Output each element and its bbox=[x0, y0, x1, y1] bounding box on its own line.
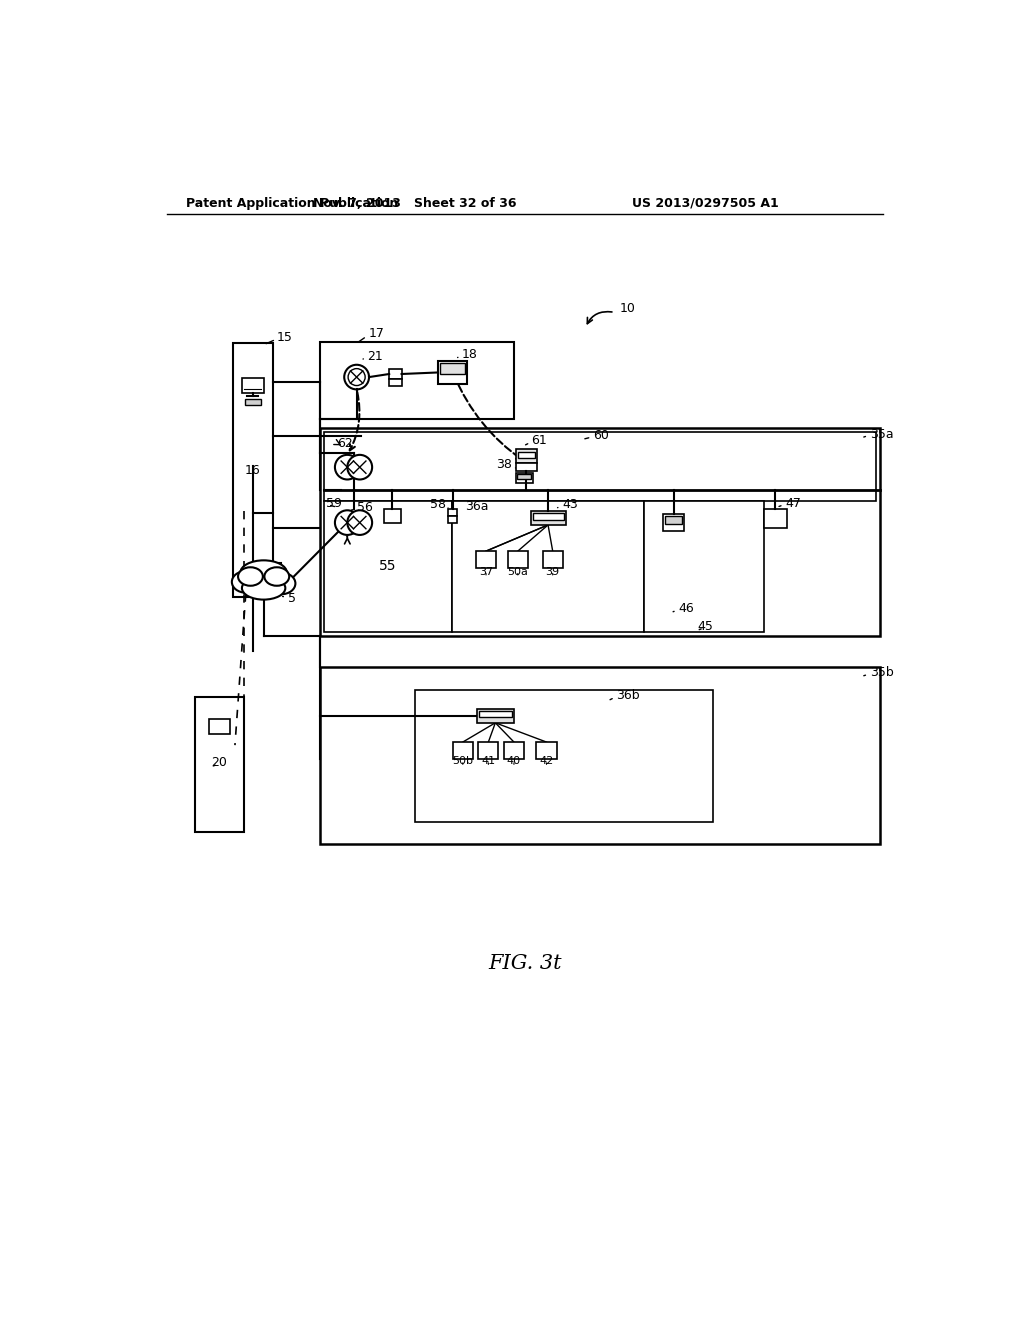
Bar bbox=[518, 451, 535, 458]
Bar bbox=[245, 400, 260, 405]
Text: 59: 59 bbox=[326, 496, 341, 510]
Text: 21: 21 bbox=[367, 350, 382, 363]
Text: 38: 38 bbox=[496, 458, 512, 471]
Bar bbox=[449, 508, 458, 516]
Bar bbox=[232, 343, 273, 598]
Ellipse shape bbox=[267, 573, 295, 594]
Bar bbox=[324, 502, 452, 632]
Bar bbox=[508, 552, 528, 568]
Text: 45: 45 bbox=[697, 620, 714, 634]
Bar bbox=[644, 502, 764, 632]
Text: 35a: 35a bbox=[869, 428, 893, 441]
Text: 15: 15 bbox=[276, 330, 293, 343]
Circle shape bbox=[335, 455, 359, 479]
Bar bbox=[534, 513, 563, 520]
Text: 36b: 36b bbox=[616, 689, 640, 702]
Ellipse shape bbox=[241, 560, 287, 585]
Circle shape bbox=[347, 455, 372, 479]
Bar bbox=[477, 709, 514, 723]
Text: 61: 61 bbox=[531, 434, 547, 446]
Text: 50a: 50a bbox=[507, 566, 528, 577]
Bar bbox=[452, 502, 644, 632]
Text: 41: 41 bbox=[481, 756, 496, 767]
Text: Patent Application Publication: Patent Application Publication bbox=[186, 197, 398, 210]
Bar bbox=[515, 450, 538, 463]
Text: 40: 40 bbox=[507, 756, 521, 767]
Bar bbox=[665, 516, 682, 524]
Bar bbox=[196, 697, 245, 832]
Bar bbox=[389, 379, 401, 387]
Bar bbox=[537, 742, 557, 759]
Bar bbox=[415, 689, 713, 822]
Bar bbox=[476, 552, 496, 568]
Bar bbox=[449, 516, 458, 523]
Text: 62: 62 bbox=[337, 437, 353, 450]
Text: 43: 43 bbox=[562, 499, 578, 511]
Bar bbox=[478, 742, 499, 759]
Text: 17: 17 bbox=[369, 327, 384, 341]
Bar bbox=[515, 473, 532, 483]
Text: 35b: 35b bbox=[869, 667, 893, 680]
Circle shape bbox=[347, 511, 372, 535]
Bar bbox=[543, 552, 563, 568]
Text: FIG. 3t: FIG. 3t bbox=[488, 953, 561, 973]
Bar bbox=[321, 428, 880, 636]
Bar bbox=[440, 363, 465, 374]
Bar bbox=[764, 508, 786, 528]
Bar bbox=[209, 719, 229, 734]
Bar bbox=[453, 742, 473, 759]
Text: 20: 20 bbox=[212, 756, 227, 770]
Bar bbox=[515, 463, 538, 471]
Text: 60: 60 bbox=[593, 429, 609, 442]
Ellipse shape bbox=[264, 568, 289, 586]
Bar bbox=[242, 378, 263, 393]
Text: Nov. 7, 2013   Sheet 32 of 36: Nov. 7, 2013 Sheet 32 of 36 bbox=[313, 197, 516, 210]
Text: 36a: 36a bbox=[465, 500, 488, 513]
Bar bbox=[321, 667, 880, 843]
Ellipse shape bbox=[231, 572, 260, 593]
Text: 18: 18 bbox=[461, 348, 477, 362]
Text: US 2013/0297505 A1: US 2013/0297505 A1 bbox=[632, 197, 778, 210]
Bar bbox=[517, 474, 531, 479]
Bar bbox=[384, 508, 400, 523]
Text: 5: 5 bbox=[289, 593, 296, 606]
Text: 58: 58 bbox=[430, 498, 445, 511]
Circle shape bbox=[335, 511, 359, 535]
Ellipse shape bbox=[238, 568, 263, 586]
Text: 10: 10 bbox=[621, 302, 636, 315]
Bar bbox=[389, 370, 401, 379]
Bar bbox=[321, 342, 514, 418]
Bar bbox=[479, 711, 512, 718]
Text: 46: 46 bbox=[678, 602, 694, 615]
Bar bbox=[531, 511, 566, 525]
Text: 56: 56 bbox=[356, 500, 373, 513]
Bar bbox=[504, 742, 524, 759]
Text: 50b: 50b bbox=[453, 756, 473, 767]
Text: 16: 16 bbox=[245, 463, 261, 477]
Text: 42: 42 bbox=[540, 756, 554, 767]
Text: 55: 55 bbox=[379, 560, 396, 573]
Bar bbox=[324, 432, 876, 502]
Text: 47: 47 bbox=[785, 496, 801, 510]
Bar bbox=[663, 515, 684, 531]
Bar bbox=[438, 360, 467, 384]
Text: 39: 39 bbox=[546, 566, 560, 577]
Ellipse shape bbox=[242, 577, 286, 599]
Text: 37: 37 bbox=[479, 566, 494, 577]
